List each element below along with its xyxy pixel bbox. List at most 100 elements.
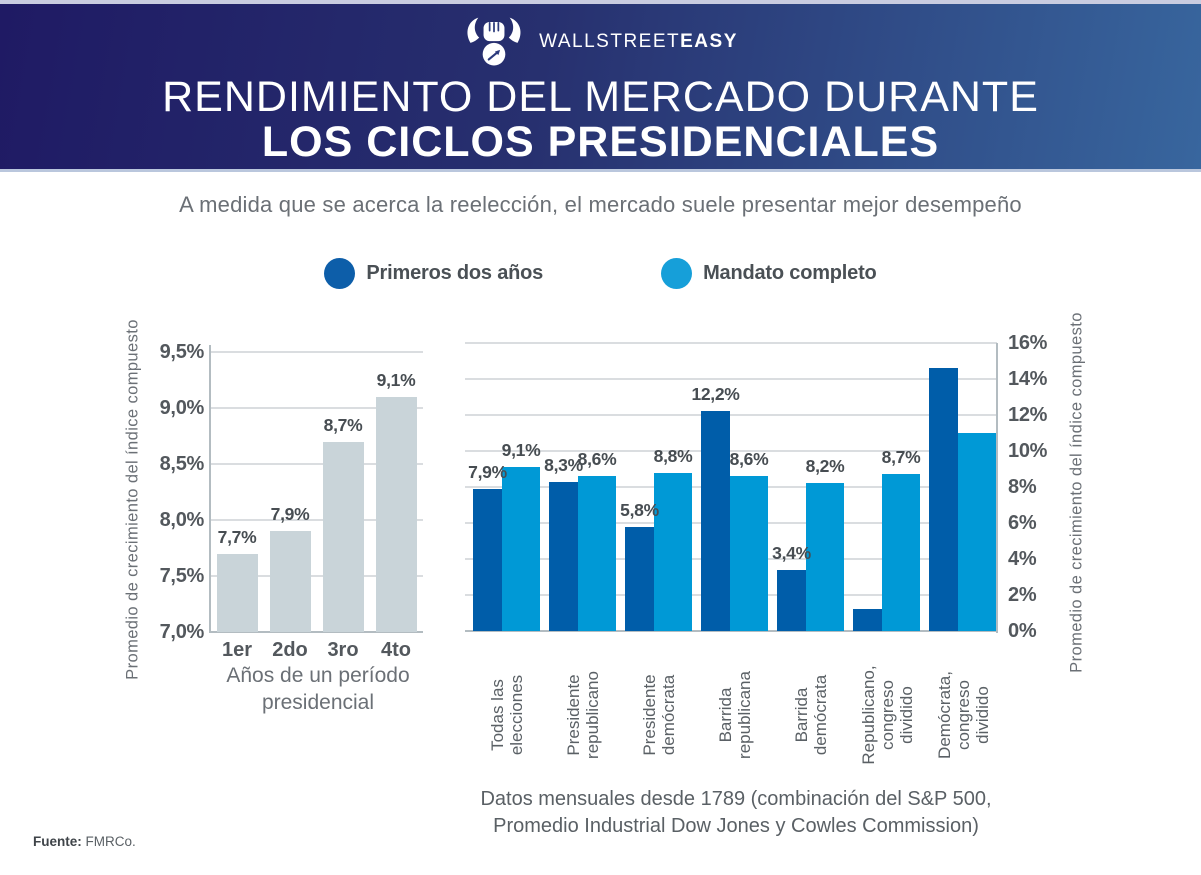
bar-first-two-years [777,569,806,631]
bar-full-term [958,433,996,631]
bar-first-two-years [473,488,502,631]
bar-value-label: 5,8% [620,499,659,520]
gridline [210,575,423,577]
legend-item-primeros-dos-anos: Primeros dos años [324,258,543,289]
brand-name-regular: WALLSTREET [539,31,681,52]
y-tick-label-right: 0% [1008,620,1037,642]
x-category-label-rotated: Barrida demócrata [781,645,841,785]
x-category-label-rotated: Todas las elecciones [477,645,537,785]
y-tick-label-right: 8% [1008,476,1037,498]
top-strip [0,0,1201,4]
x-category-label: 3ro [327,639,359,661]
legend-label-primeros-dos-anos: Primeros dos años [366,262,544,284]
x-category-label-rotated: Presidente demócrata [629,645,689,785]
bar-gray-term-year [375,396,417,632]
x-category-label-text: Republicano, congreso dividido [858,665,915,765]
legend-swatch-light-blue [661,258,693,289]
x-category-label: 4to [381,639,411,661]
x-category-label-text: Presidente demócrata [639,674,678,756]
y-axis-title-left: Promedio de crecimiento del índice compu… [123,319,142,680]
page-title-line-1: RENDIMIENTO DEL MERCADO DURANTE [162,73,1039,121]
y-axis-line [209,345,211,633]
bar-gray-term-year [322,441,364,632]
y-tick-label-right: 2% [1008,584,1037,606]
y-tick-label-right: 12% [1008,404,1048,426]
bar-value-label: 9,1% [376,369,416,390]
subtitle: A medida que se acerca la reelección, el… [179,192,1022,217]
legend-item-mandato-completo: Mandato completo [661,258,877,289]
gridline [210,631,423,633]
y-tick-label: 7,0% [159,621,205,643]
y-tick-label: 9,5% [159,341,205,363]
x-category-label-text: Barrida republicana [715,671,754,759]
source-value: FMRCo. [85,834,136,849]
y-tick-label-right: 14% [1008,368,1048,390]
y-tick-label: 9,0% [159,397,205,419]
x-category-label-text: Barrida demócrata [791,674,830,756]
brand-wordmark: WALLSTREETEASY [539,31,738,53]
source-label: Fuente: [33,834,82,849]
gridline [465,378,997,380]
x-category-label: 1er [221,639,253,661]
brand: WALLSTREETEASY [0,4,1201,72]
y-axis-line-right [996,343,998,633]
x-category-label: 2do [272,639,308,661]
x-category-label-rotated: Presidente republicano [553,645,613,785]
legend-swatch-dark-blue [324,258,356,289]
bar-full-term [730,476,768,631]
bar-value-label: 7,7% [217,526,257,547]
y-tick-label-right: 4% [1008,548,1037,570]
gridline [465,342,997,344]
bar-gray-term-year [269,531,311,632]
source-note: Fuente: FMRCo. [33,834,136,849]
y-tick-label-right: 10% [1008,440,1048,462]
bar-value-label: 3,4% [772,542,811,563]
bar-value-label: 7,9% [270,504,310,525]
y-tick-label-right: 6% [1008,512,1037,534]
bar-full-term [806,483,844,631]
bar-first-two-years [701,411,730,631]
gridline [210,407,423,409]
bar-value-label: 8,6% [577,449,617,470]
y-tick-label: 7,5% [159,565,205,587]
chart-caption: Datos mensuales desde 1789 (combinación … [480,788,992,837]
bar-full-term [502,467,540,631]
gridline [210,519,423,521]
gridline [210,351,423,353]
x-category-label-text: Presidente republicano [563,671,602,759]
y-axis-title-right: Promedio de crecimiento del índice compu… [1067,312,1086,673]
bar-value-label: 8,7% [323,414,363,435]
bar-value-label: 8,6% [729,449,769,470]
bar-value-label: 9,1% [501,440,541,461]
bull-logo-icon [467,17,521,66]
x-category-label-rotated: Demócrata, congreso dividido [933,645,993,785]
bar-value-label: 8,2% [805,456,845,477]
x-category-label-text: Todas las elecciones [487,674,526,756]
bar-full-term [578,476,616,631]
x-category-label-rotated: Republicano, congreso dividido [857,645,917,785]
header-banner: WALLSTREETEASY RENDIMIENTO DEL MERCADO D… [0,4,1201,172]
bar-value-label: 8,7% [881,447,921,468]
bar-full-term [882,474,920,631]
x-category-label-rotated: Barrida republicana [705,645,765,785]
bar-first-two-years [853,609,882,631]
bar-value-label: 8,3% [544,454,583,475]
bar-value-label: 7,9% [468,461,507,482]
bar-gray-term-year [216,553,258,632]
legend-label-mandato-completo: Mandato completo [703,262,877,284]
bar-full-term [654,472,692,631]
brand-name-bold: EASY [680,31,738,52]
bar-first-two-years [929,368,958,631]
x-axis-title: Años de un período presidencial [226,664,410,714]
y-tick-label: 8,0% [159,509,205,531]
gridline [465,414,997,416]
y-tick-label: 8,5% [159,453,205,475]
gridline [210,463,423,465]
bar-value-label: 12,2% [691,384,740,405]
gridline [465,629,997,633]
x-category-label-text: Demócrata, congreso dividido [934,671,991,759]
bar-first-two-years [625,526,654,631]
page-title-line-2: LOS CICLOS PRESIDENCIALES [261,118,940,166]
